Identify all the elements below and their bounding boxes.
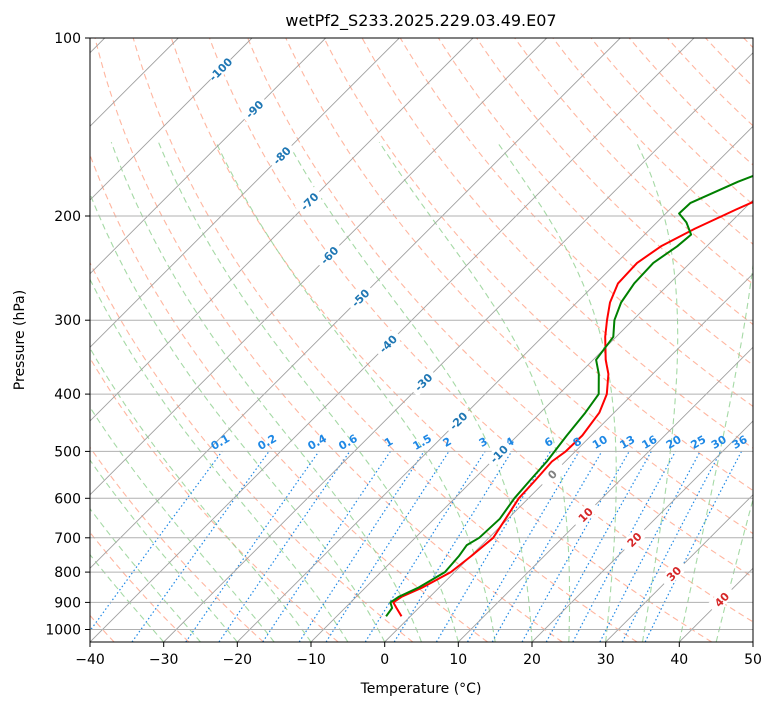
isotherm-label-background xyxy=(239,94,269,124)
isotherm-label-background xyxy=(205,54,235,84)
y-axis-label: Pressure (hPa) xyxy=(12,290,28,390)
x-tick-label: −10 xyxy=(296,652,326,668)
mixing-ratio-line xyxy=(521,451,630,642)
x-tick-label: 50 xyxy=(744,652,762,668)
dry-adiabat-line xyxy=(399,38,753,408)
isotherm-label-background xyxy=(443,406,473,436)
isotherm-line xyxy=(384,273,753,642)
isotherm-line xyxy=(90,38,400,348)
isotherm-label-background xyxy=(345,283,375,313)
y-tick-label: 800 xyxy=(54,565,81,581)
y-tick-label: 700 xyxy=(54,531,81,547)
isotherm-label-background xyxy=(314,240,344,270)
mixing-ratio-line xyxy=(262,451,391,642)
mixing-ratio-line xyxy=(644,451,743,642)
isotherm-line xyxy=(163,52,753,642)
x-tick-label: 20 xyxy=(523,652,541,668)
dry-adiabat-line xyxy=(90,261,414,642)
mixing-ratio-line xyxy=(572,451,677,642)
mixing-ratio-line xyxy=(325,451,450,642)
isotherm-line xyxy=(310,199,753,642)
x-tick-label: −20 xyxy=(223,652,253,668)
x-tick-label: 40 xyxy=(670,652,688,668)
dry-adiabat-line xyxy=(90,446,264,642)
dry-adiabat-line xyxy=(628,38,753,166)
isotherm-label-background xyxy=(484,439,514,469)
isotherm-label-background xyxy=(619,524,649,554)
y-tick-label: 600 xyxy=(54,491,81,507)
isotherm-label-background xyxy=(659,558,689,588)
mixing-ratio-line xyxy=(185,451,320,642)
isotherm-line xyxy=(605,494,753,642)
plot-area: 0.1 0.2 0.4 0.6 1 1.5 2 3 4 6 8 10 13 16 20 25 30 36-100-… xyxy=(90,38,753,642)
y-tick-label: 200 xyxy=(54,209,81,225)
dry-adiabat-line xyxy=(476,38,753,326)
isotherm-label-background xyxy=(408,367,438,397)
y-axis-ticks: 100 200 300 400 500 600 700 800 900 1000 xyxy=(45,31,90,639)
dry-adiabat-line xyxy=(323,38,753,492)
mixing-ratio-lines xyxy=(90,451,743,642)
isotherm-line xyxy=(90,38,474,422)
mixing-ratio-line xyxy=(298,451,425,642)
isotherm-line xyxy=(90,38,253,201)
x-tick-label: 30 xyxy=(597,652,615,668)
mixing-ratio-line xyxy=(621,451,722,642)
isotherm-line xyxy=(236,125,753,642)
isotherm-line xyxy=(90,38,621,569)
dry-adiabat-line xyxy=(132,38,638,642)
isotherm-line xyxy=(457,346,753,642)
temperature-profile-line xyxy=(392,200,753,617)
isotherm-label-background xyxy=(266,140,296,170)
dry-adiabat-line xyxy=(94,38,563,642)
dry-adiabat-line xyxy=(514,38,753,285)
mixing-ratio-line xyxy=(393,451,513,642)
y-tick-label: 100 xyxy=(54,31,81,47)
y-tick-label: 300 xyxy=(54,313,81,329)
x-tick-label: 0 xyxy=(380,652,389,668)
y-tick-label: 400 xyxy=(54,387,81,403)
isotherm-label-background xyxy=(570,499,600,529)
x-tick-label: 10 xyxy=(449,652,467,668)
x-tick-label: −30 xyxy=(149,652,179,668)
dry-adiabat-line xyxy=(247,38,753,578)
x-tick-label: −40 xyxy=(75,652,105,668)
isotherm-label-background xyxy=(706,584,736,614)
isotherm-label-background xyxy=(537,459,567,489)
y-tick-label: 900 xyxy=(54,595,81,611)
dry-adiabat-line xyxy=(170,38,712,642)
chart-title: wetPf2_S233.2025.229.03.49.E07 xyxy=(285,11,556,31)
x-axis-ticks: −40 −30 −20 −10 0 10 20 30 40 50 xyxy=(75,642,762,668)
mixing-ratio-line xyxy=(218,451,351,642)
isotherm-line xyxy=(90,38,327,275)
plot-frame xyxy=(89,37,754,643)
x-axis-label: Temperature (°C) xyxy=(360,681,482,697)
sounding-series xyxy=(385,174,753,617)
dewpoint-profile-line xyxy=(385,174,753,617)
dry-adiabat-line xyxy=(590,38,753,206)
y-tick-label: 1000 xyxy=(45,623,81,639)
isotherm-line xyxy=(90,38,548,496)
mixing-ratio-line xyxy=(545,451,652,642)
y-tick-label: 500 xyxy=(54,444,81,460)
isotherm-label-background xyxy=(294,186,324,216)
mixing-ratio-line xyxy=(90,451,223,632)
isotherm-label-background xyxy=(373,329,403,359)
